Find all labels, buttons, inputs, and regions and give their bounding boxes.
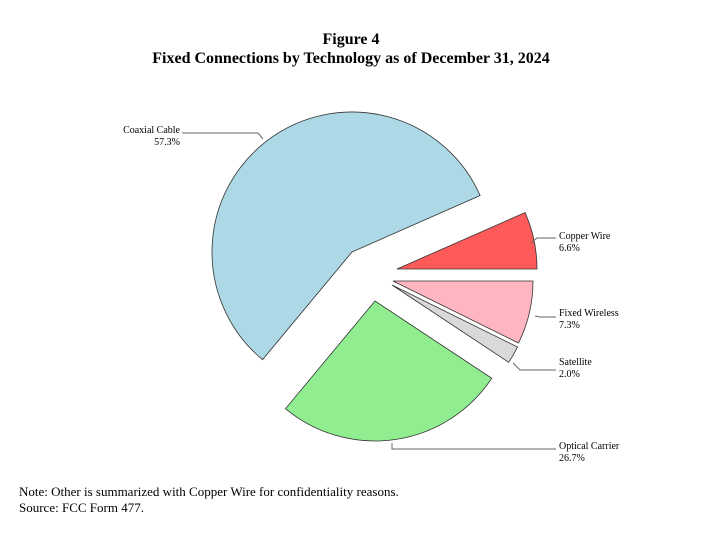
leader-line [182,132,264,140]
note-text: Note: Other is summarized with Copper Wi… [19,484,399,499]
leader-line [391,443,556,450]
label-fixed-wireless: Fixed Wireless 7.3% [559,308,619,332]
label-coaxial-cable: Coaxial Cable 57.3% [122,125,180,149]
slice-label: Optical Carrier [559,441,620,452]
slice-value-label: 57.3% [154,137,180,148]
label-optical-carrier: Optical Carrier 26.7% [559,441,619,465]
label-satellite: Satellite 2.0% [559,357,592,381]
slice-label: Copper Wire [559,231,611,242]
slice-value-label: 7.3% [559,320,580,331]
slice-value-label: 6.6% [559,243,580,254]
slice-label: Coaxial Cable [123,125,180,136]
pie-slice-optical-carrier [284,300,493,442]
slice-label: Fixed Wireless [559,308,619,319]
pie-slice-fixed-wireless [392,280,534,344]
slice-label: Satellite [559,357,592,368]
leader-line [530,237,556,244]
chart-subtitle: Fixed Connections by Technology as of De… [152,50,550,67]
leader-line [534,315,556,318]
pie-slice-satellite [391,284,519,363]
leader-line [512,362,556,371]
pie-slice-coaxial-cable [211,111,481,361]
slice-value-label: 2.0% [559,369,580,380]
label-copper-wire: Copper Wire 6.6% [559,231,610,255]
chart-title: Figure 4 [322,31,380,48]
slice-value-label: 26.7% [559,453,585,464]
source-text: Source: FCC Form 477. [19,500,144,515]
